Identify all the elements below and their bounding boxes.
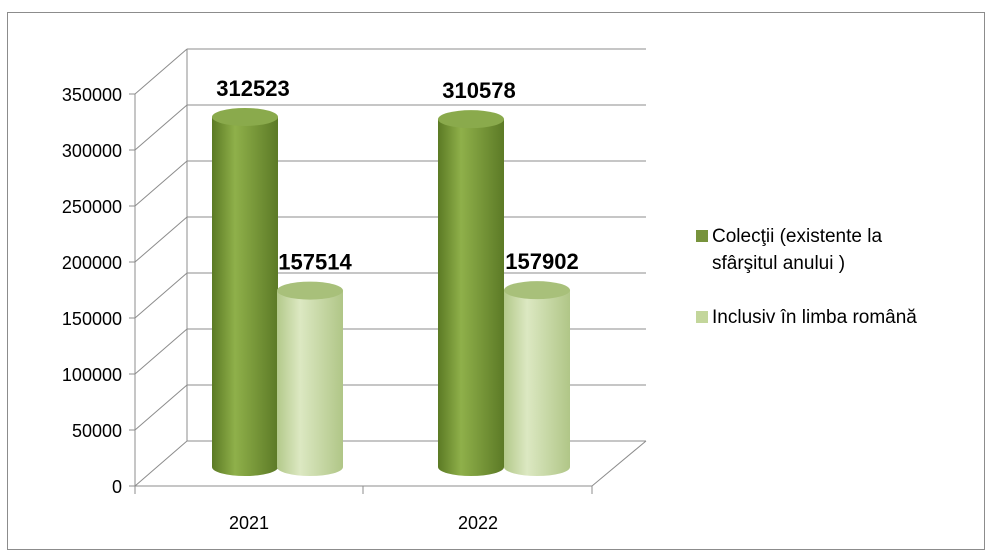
legend: Colecţii (existente la sfârşitul anului )… [696, 226, 917, 328]
data-label-2022-series-2: 157902 [505, 249, 578, 274]
bar-top-2021-series-2 [277, 281, 343, 300]
legend-swatch-series-1 [696, 230, 708, 242]
data-labels: 312523 157514 310578 157902 [216, 76, 578, 275]
gridline-depth [134, 440, 188, 487]
axes: 0 50000 100000 150000 200000 250000 300000 3500… [62, 85, 647, 533]
bar-2022-series-2 [504, 290, 570, 476]
gridline-depth [134, 384, 188, 431]
legend-swatch-series-2 [696, 311, 708, 323]
y-tick-label: 0 [112, 477, 122, 497]
gridline-depth [134, 328, 188, 375]
gridline-depth [134, 104, 188, 151]
y-tick-label: 350000 [62, 85, 122, 105]
bar-top-2022-series-1 [438, 110, 504, 129]
x-tick-label: 2022 [458, 513, 498, 533]
y-tick-label: 200000 [62, 253, 122, 273]
x-tick-label: 2021 [229, 513, 269, 533]
bars [212, 107, 570, 476]
legend-label-series-2: Inclusiv în limba română [712, 307, 917, 328]
gridline-depth [134, 160, 188, 207]
bar-2022-series-1 [438, 119, 504, 476]
floor-right-edge [591, 440, 647, 487]
y-tick-label: 300000 [62, 141, 122, 161]
bar-top-2022-series-2 [504, 281, 570, 300]
bar-2021-series-2 [277, 290, 343, 476]
gridline-depth [134, 272, 188, 319]
gridline-depth [134, 216, 188, 263]
gridline-depth [134, 48, 188, 95]
data-label-2022-series-1: 310578 [442, 78, 515, 103]
data-label-2021-series-1: 312523 [216, 76, 289, 101]
y-tick-label: 50000 [72, 421, 122, 441]
legend-label-series-1: Colecţii (existente la sfârşitul anului ) [712, 226, 882, 274]
y-tick-label: 150000 [62, 309, 122, 329]
bar-2021-series-1 [212, 116, 278, 476]
y-tick-label: 100000 [62, 365, 122, 385]
data-label-2021-series-2: 157514 [278, 250, 352, 275]
bar-top-2021-series-1 [212, 107, 278, 126]
y-tick-label: 250000 [62, 197, 122, 217]
